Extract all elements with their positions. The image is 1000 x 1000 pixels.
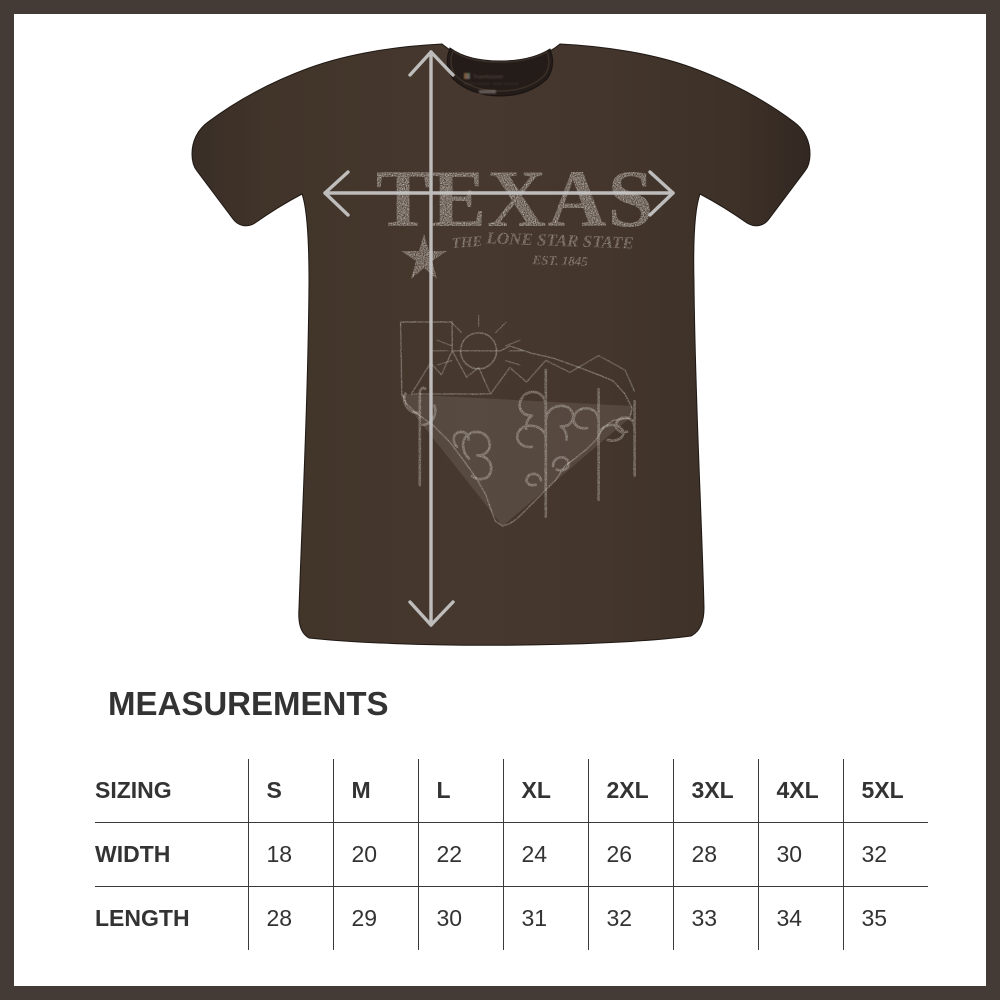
svg-text:SHORT SLEEVE · MADE TO MOVE: SHORT SLEEVE · MADE TO MOVE — [464, 82, 520, 86]
svg-text:THE: THE — [451, 234, 483, 252]
svg-text:TrueHorizen: TrueHorizen — [473, 75, 503, 81]
svg-text:EST. 1845: EST. 1845 — [531, 252, 588, 269]
